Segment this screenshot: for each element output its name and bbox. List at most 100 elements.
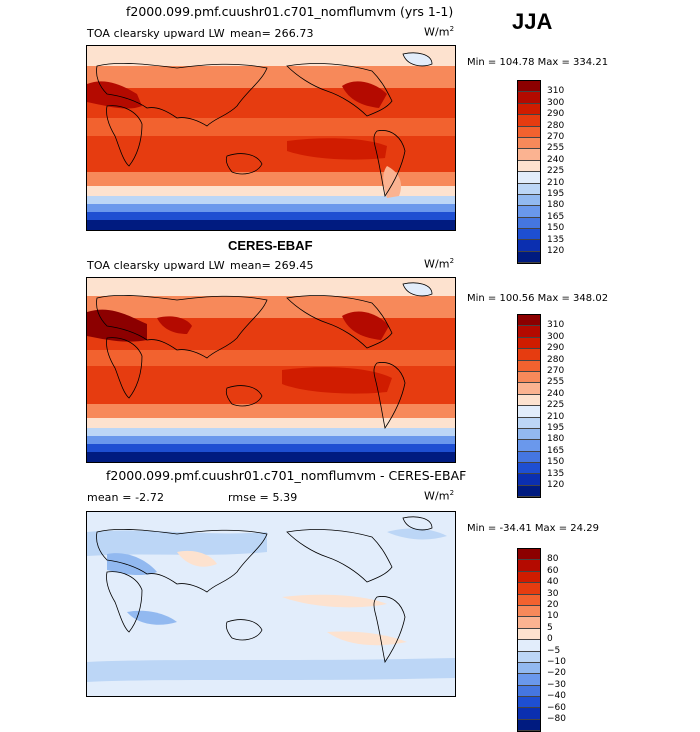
colorbar-swatch	[518, 594, 540, 606]
panel3-map-svg	[87, 512, 455, 696]
panel3-units-sup: 2	[449, 489, 455, 497]
panel1-colorbar-swatches	[518, 81, 540, 264]
colorbar-tick-label: −5	[547, 645, 561, 656]
colorbar-swatch	[518, 560, 540, 572]
panel3-coastlines	[96, 516, 433, 664]
panel1-band-d	[87, 212, 455, 220]
colorbar-tick-label: 165	[547, 211, 565, 222]
panel1-mean: mean= 266.73	[230, 27, 314, 40]
colorbar-swatch	[518, 81, 540, 93]
colorbar-swatch	[518, 719, 540, 732]
panel1-na-desert	[342, 81, 387, 108]
panel1-variable: TOA clearsky upward LW	[87, 27, 225, 40]
colorbar-tick-label: 255	[547, 143, 565, 154]
colorbar-tick-label: 310	[547, 320, 565, 331]
panel3-mean: mean = -2.72	[87, 491, 165, 504]
panel3-atlantic-neg	[387, 528, 447, 540]
colorbar-swatch	[518, 549, 540, 561]
panel3-asia-pos	[177, 550, 217, 567]
colorbar-swatch	[518, 315, 540, 327]
panel2-colorbar-swatches	[518, 315, 540, 498]
panel3-minmax: Min = -34.41 Max = 24.29	[467, 523, 599, 534]
colorbar-tick-label: 280	[547, 354, 565, 365]
panel3-nh-neg	[87, 530, 267, 556]
panel1-nh-mid	[87, 66, 455, 88]
colorbar-swatch	[518, 92, 540, 104]
colorbar-tick-label: 150	[547, 457, 565, 468]
colorbar-tick-label: 270	[547, 132, 565, 142]
colorbar-tick-label: 300	[547, 97, 565, 108]
colorbar-tick-label: 280	[547, 120, 565, 131]
colorbar-tick-label: 10	[547, 611, 559, 622]
colorbar-tick-label: 255	[547, 377, 565, 388]
colorbar-tick-label: 210	[547, 411, 565, 422]
colorbar-tick-label: 290	[547, 343, 565, 354]
panel2-nh-subtrop	[87, 318, 455, 350]
colorbar-tick-label: 210	[547, 177, 565, 188]
colorbar-tick-label: 135	[547, 468, 565, 479]
panel1-pacific-warm	[287, 138, 387, 160]
panel3-title: f2000.099.pmf.cuushr01.c701_nomflumvm - …	[106, 468, 467, 483]
colorbar-tick-label: 240	[547, 388, 565, 399]
colorbar-swatch	[518, 571, 540, 584]
panel3-units-base: W/m	[424, 489, 450, 503]
panel3-units: W/m2	[424, 489, 454, 503]
colorbar-tick-label: 165	[547, 445, 565, 456]
colorbar-swatch	[518, 651, 540, 663]
colorbar-swatch	[518, 440, 540, 452]
colorbar-swatch	[518, 406, 540, 418]
panel3-sh-pos	[327, 631, 407, 646]
colorbar-tick-label: 30	[547, 588, 559, 599]
panel1-arctic	[87, 46, 455, 66]
panel3-southern-neg	[87, 658, 455, 682]
panel2-variable: TOA clearsky upward LW	[87, 259, 225, 272]
colorbar-tick-label: −40	[547, 691, 566, 702]
colorbar-swatch	[518, 417, 540, 429]
colorbar-swatch	[518, 474, 540, 486]
panel1-band-a	[87, 186, 455, 196]
panel2-mean: mean= 269.45	[230, 259, 314, 272]
colorbar-tick-label: 195	[547, 423, 565, 433]
colorbar-swatch	[518, 360, 540, 372]
panel2-colorbar	[517, 314, 541, 499]
colorbar-tick-label: 120	[547, 246, 565, 256]
panel1-antarctic	[87, 220, 455, 230]
panel3-rmse: rmse = 5.39	[228, 491, 298, 504]
panel2-antarctic	[87, 452, 455, 462]
colorbar-swatch	[518, 172, 540, 184]
panel1-units-base: W/m	[424, 25, 450, 39]
colorbar-tick-label: −10	[547, 657, 566, 667]
colorbar-swatch	[518, 485, 540, 498]
panel2-band-d	[87, 444, 455, 452]
colorbar-swatch	[518, 326, 540, 338]
colorbar-swatch	[518, 371, 540, 384]
panel2-map	[86, 277, 456, 463]
colorbar-tick-label: 135	[547, 234, 565, 245]
colorbar-swatch	[518, 126, 540, 138]
colorbar-swatch	[518, 149, 540, 161]
panel1-sa-cool	[383, 166, 402, 198]
panel1-map	[86, 45, 456, 231]
panel2-arabia	[157, 316, 192, 334]
panel2-sh-mid	[87, 404, 455, 418]
panel2-units-base: W/m	[424, 257, 450, 271]
colorbar-swatch	[518, 428, 540, 441]
panel2-units: W/m2	[424, 257, 454, 271]
colorbar-tick-label: 150	[547, 223, 565, 234]
panel2-nh-mid	[87, 296, 455, 318]
colorbar-swatch	[518, 697, 540, 709]
colorbar-tick-label: 290	[547, 109, 565, 120]
panel2-africa-sahara	[87, 309, 147, 342]
colorbar-tick-label: −60	[547, 702, 566, 713]
colorbar-swatch	[518, 103, 540, 116]
season-label: JJA	[512, 9, 553, 34]
panel1-sh-mid	[87, 172, 455, 186]
colorbar-swatch	[518, 115, 540, 127]
colorbar-swatch	[518, 640, 540, 652]
colorbar-swatch	[518, 708, 540, 720]
colorbar-swatch	[518, 160, 540, 173]
panel1-minmax: Min = 104.78 Max = 334.21	[467, 57, 609, 68]
colorbar-swatch	[518, 337, 540, 350]
panel2-minmax: Min = 100.56 Max = 348.02	[467, 293, 609, 304]
panel2-pacific-warm	[282, 367, 392, 394]
